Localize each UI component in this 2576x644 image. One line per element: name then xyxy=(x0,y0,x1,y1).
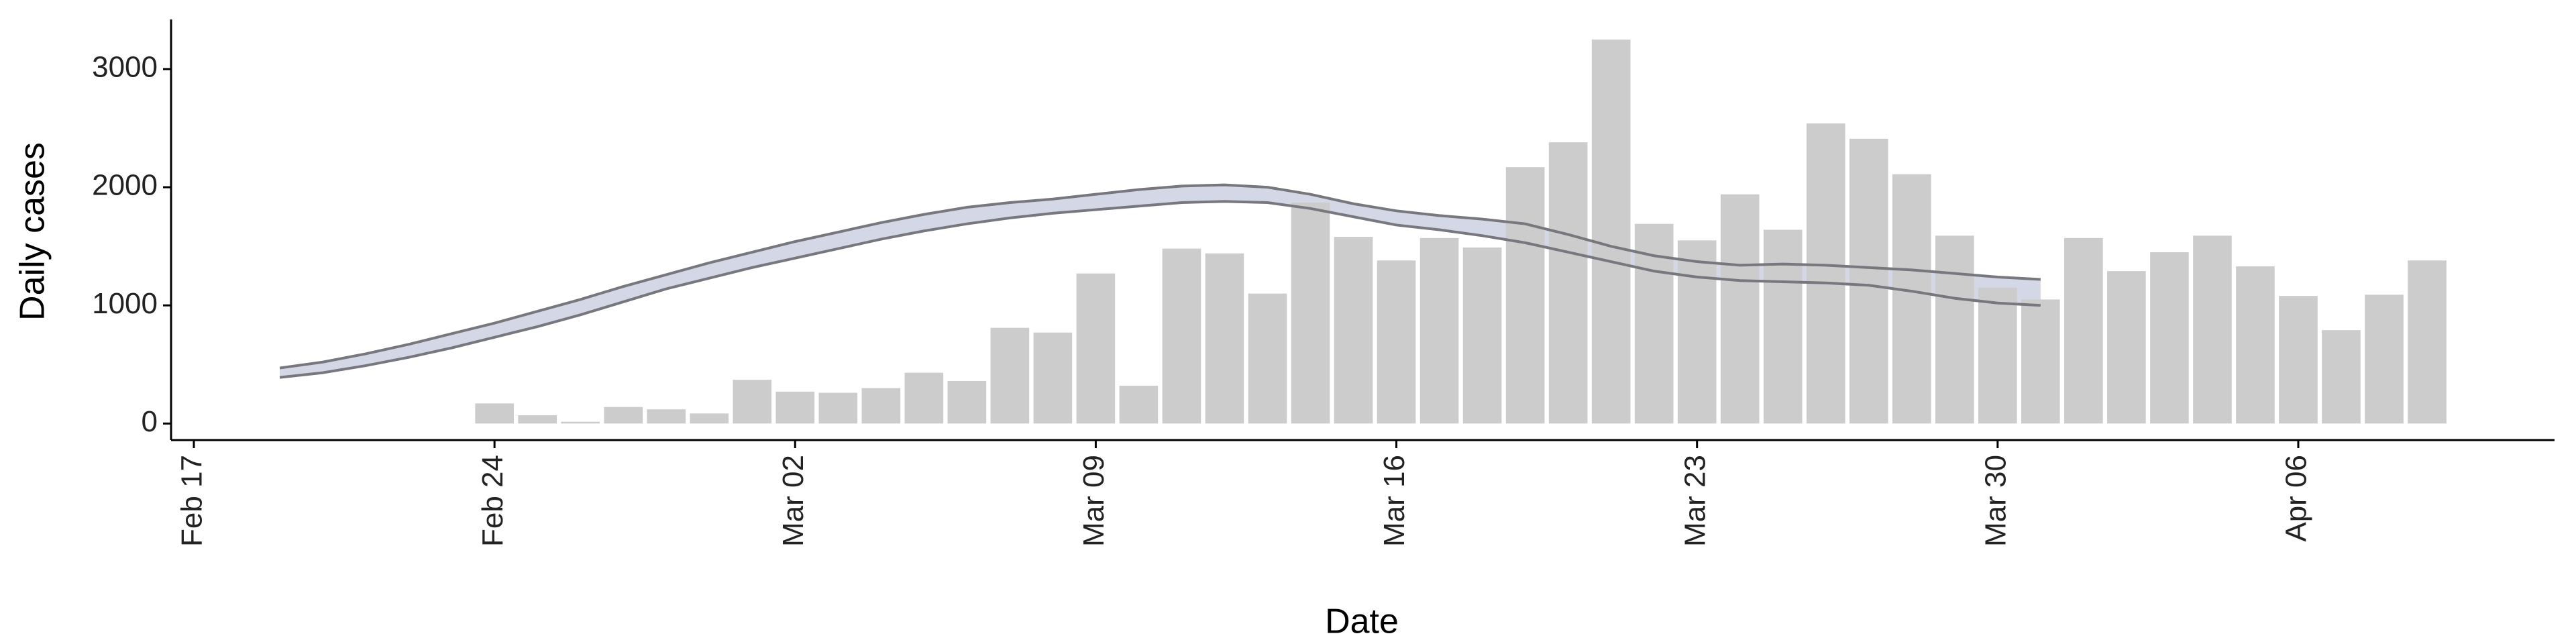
x-tick-label: Mar 23 xyxy=(1678,455,1711,547)
bar xyxy=(1119,385,1159,424)
x-tick-label: Mar 30 xyxy=(1979,455,2012,547)
bar xyxy=(2322,330,2361,424)
x-tick-label: Feb 17 xyxy=(176,455,209,547)
bar xyxy=(2279,296,2318,424)
x-tick-label: Mar 02 xyxy=(777,455,810,547)
y-tick-label: 0 xyxy=(142,405,158,438)
bar xyxy=(2150,252,2189,424)
bar xyxy=(1505,167,1545,424)
bar xyxy=(690,413,729,424)
bar xyxy=(2236,266,2275,424)
y-tick-label: 2000 xyxy=(92,169,158,202)
bar xyxy=(647,409,686,424)
bar xyxy=(1205,253,1244,424)
bar xyxy=(947,380,987,424)
bar xyxy=(475,403,514,424)
bar xyxy=(1076,273,1116,424)
bar xyxy=(2021,299,2060,424)
bar xyxy=(1033,332,1073,424)
bar xyxy=(1892,174,1931,424)
y-tick-label: 1000 xyxy=(92,287,158,320)
bar xyxy=(1419,237,1459,424)
bar xyxy=(2365,294,2404,424)
x-tick-label: Mar 16 xyxy=(1378,455,1411,547)
bar xyxy=(1591,39,1631,424)
bar xyxy=(1162,248,1201,424)
bar xyxy=(990,327,1030,424)
bar xyxy=(1334,237,1373,424)
y-tick-label: 3000 xyxy=(92,51,158,84)
bar xyxy=(604,407,643,424)
bar xyxy=(1548,142,1588,424)
bar xyxy=(518,415,557,424)
bar xyxy=(818,392,858,424)
bar xyxy=(1677,240,1717,424)
line xyxy=(279,183,2041,370)
bar xyxy=(1849,138,1888,424)
bar xyxy=(1377,260,1416,424)
bar xyxy=(1291,202,1330,424)
bar xyxy=(2408,260,2447,424)
bar xyxy=(1806,123,1845,424)
bar xyxy=(2193,235,2232,424)
x-tick-label: Mar 09 xyxy=(1077,455,1110,547)
y-axis-title: Daily cases xyxy=(13,142,52,321)
bar xyxy=(1720,194,1760,424)
bar xyxy=(1462,247,1502,424)
bar xyxy=(861,388,901,424)
line xyxy=(279,200,2041,379)
bar xyxy=(1248,293,1287,424)
bar xyxy=(733,380,772,424)
bar xyxy=(561,421,600,424)
bar xyxy=(2064,237,2103,424)
bar xyxy=(1978,287,2017,424)
x-tick-label: Apr 06 xyxy=(2280,455,2313,542)
bar xyxy=(1935,235,1974,424)
bar xyxy=(904,372,944,424)
bar xyxy=(2107,271,2146,424)
bar xyxy=(775,391,815,424)
x-axis-title: Date xyxy=(1325,602,1399,641)
bar xyxy=(1763,229,1803,424)
x-tick-label: Feb 24 xyxy=(476,455,509,547)
